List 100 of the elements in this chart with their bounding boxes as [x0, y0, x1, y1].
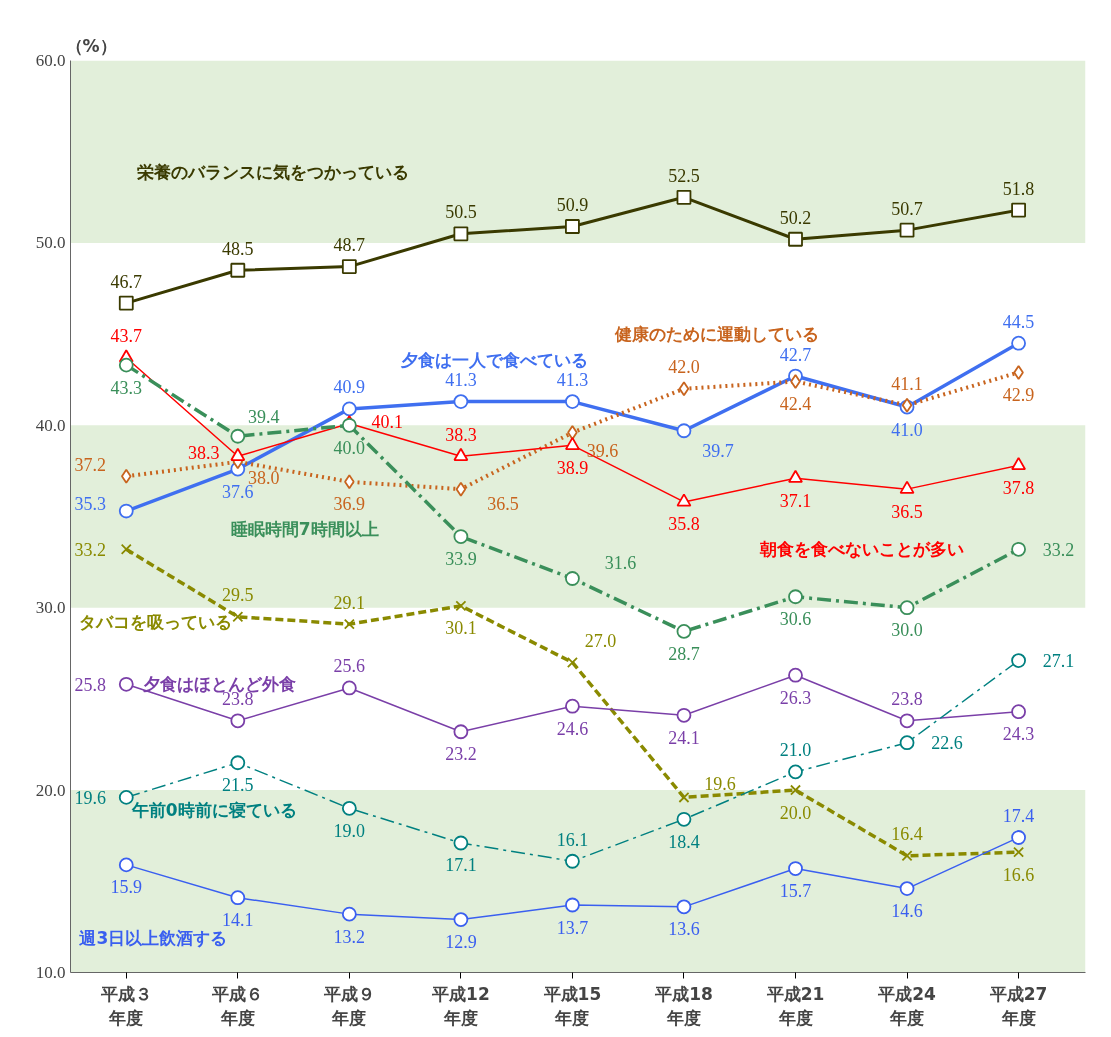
data-label: 29.5 — [222, 585, 254, 606]
data-label: 23.8 — [891, 689, 923, 710]
series-label: 夕食は一人で食べている — [399, 349, 588, 370]
text: 栄養のバランスに気をつかっている — [137, 161, 410, 182]
data-label: 16.4 — [891, 824, 923, 845]
data-label: 21.0 — [779, 740, 812, 761]
data-label: 36.5 — [891, 501, 923, 522]
data-label: 27.1 — [1042, 651, 1075, 672]
data-label: 31.6 — [604, 553, 637, 574]
data-label: 35.3 — [74, 493, 107, 514]
data-label: 40.0 — [333, 437, 366, 458]
x-tick-label: 平成24年度 — [877, 983, 937, 1028]
data-label: 41.0 — [891, 419, 923, 440]
data-label: 19.6 — [704, 773, 736, 794]
data-label: 50.9 — [556, 194, 589, 215]
data-label: 41.3 — [445, 370, 477, 391]
x-tick-label: 平成15年度 — [542, 983, 602, 1028]
data-label: 41.1 — [891, 373, 923, 394]
data-label: 48.7 — [333, 235, 366, 256]
x-tick-label: 平成９年度 — [322, 983, 375, 1028]
data-label: 42.0 — [668, 357, 700, 378]
data-label: 30.6 — [779, 609, 812, 630]
data-label: 29.1 — [333, 592, 366, 613]
text: 朝食を食べないことが多い — [759, 539, 965, 560]
text: 健康のために運動している — [614, 324, 820, 345]
y-tick-label: 20.0 — [35, 780, 66, 800]
series-label: 午前0時前に寝ている — [130, 800, 297, 821]
data-label: 48.5 — [222, 238, 254, 259]
data-label: 38.9 — [556, 457, 589, 478]
data-label: 50.7 — [891, 198, 923, 219]
data-label: 27.0 — [584, 630, 617, 651]
data-label: 50.5 — [445, 202, 477, 223]
y-tick-label: 30.0 — [35, 598, 66, 618]
data-label: 24.3 — [1002, 724, 1035, 745]
data-label: 39.6 — [586, 441, 619, 462]
data-label: 16.6 — [1002, 864, 1035, 885]
y-tick-label: 40.0 — [35, 415, 66, 435]
data-label: 33.9 — [445, 549, 477, 570]
data-label: 21.5 — [222, 775, 254, 796]
data-label: 30.0 — [891, 620, 923, 641]
y-tick-label: 10.0 — [35, 963, 66, 982]
x-tick-label: 平成27年度 — [988, 983, 1048, 1028]
data-label: 15.7 — [779, 881, 812, 902]
x-tick-label: 平成６年度 — [211, 983, 264, 1028]
y-axis-title: （%） — [65, 35, 117, 56]
data-label: 14.6 — [891, 901, 923, 922]
data-label: 20.0 — [779, 802, 812, 823]
y-tick-label: 60.0 — [35, 51, 66, 70]
data-label: 17.4 — [1002, 806, 1035, 827]
data-label: 38.3 — [188, 442, 220, 463]
data-label: 22.6 — [931, 733, 963, 754]
data-label: 38.3 — [445, 424, 477, 445]
data-label: 23.2 — [445, 744, 477, 765]
series-label: タバコを吸っている — [79, 612, 233, 633]
y-tick-label: 50.0 — [35, 233, 66, 253]
data-label: 41.3 — [556, 370, 589, 391]
data-label: 39.7 — [702, 441, 734, 462]
data-label: 43.3 — [110, 377, 143, 398]
data-label: 42.4 — [779, 394, 812, 415]
x-tick-label: 平成３年度 — [99, 983, 152, 1028]
x-tick-label: 平成12年度 — [431, 983, 490, 1028]
data-label: 24.6 — [556, 718, 589, 739]
data-label: 42.7 — [779, 344, 812, 365]
data-label: 40.1 — [371, 411, 404, 432]
data-label: 25.8 — [74, 674, 107, 695]
data-label: 50.2 — [779, 207, 812, 228]
data-label: 17.1 — [445, 855, 477, 876]
data-label: 37.1 — [779, 490, 812, 511]
data-label: 16.1 — [556, 829, 589, 850]
data-label: 39.4 — [248, 406, 280, 427]
data-label: 24.1 — [668, 727, 700, 748]
data-label: 28.7 — [668, 643, 700, 664]
data-label: 43.7 — [110, 326, 143, 347]
text: 睡眠時間7時間以上 — [230, 519, 379, 540]
data-label: 42.9 — [1002, 384, 1035, 405]
data-label: 51.8 — [1002, 178, 1035, 199]
data-label: 37.2 — [74, 454, 107, 475]
data-label: 25.6 — [333, 656, 366, 677]
data-label: 46.7 — [110, 271, 143, 292]
data-label: 52.5 — [668, 165, 700, 186]
data-label: 18.4 — [668, 831, 700, 852]
data-label: 36.9 — [333, 494, 366, 515]
data-label: 44.5 — [1002, 311, 1035, 332]
data-label: 12.9 — [445, 932, 477, 953]
data-label: 33.2 — [1042, 539, 1075, 560]
data-label: 33.2 — [74, 539, 107, 560]
data-label: 36.5 — [487, 493, 519, 514]
data-label: 35.8 — [668, 514, 700, 535]
data-label: 37.8 — [1002, 477, 1035, 498]
data-label: 13.6 — [668, 919, 700, 940]
x-tick-label: 平成18年度 — [654, 983, 713, 1028]
data-label: 26.3 — [779, 687, 812, 708]
data-label: 15.9 — [110, 877, 143, 898]
data-label: 13.7 — [556, 917, 589, 938]
data-label: 19.6 — [74, 787, 107, 808]
data-label: 13.2 — [333, 926, 366, 947]
data-label: 19.0 — [333, 820, 366, 841]
data-label: 40.9 — [333, 377, 366, 398]
x-tick-label: 平成21年度 — [765, 983, 825, 1028]
data-label: 30.1 — [445, 618, 477, 639]
